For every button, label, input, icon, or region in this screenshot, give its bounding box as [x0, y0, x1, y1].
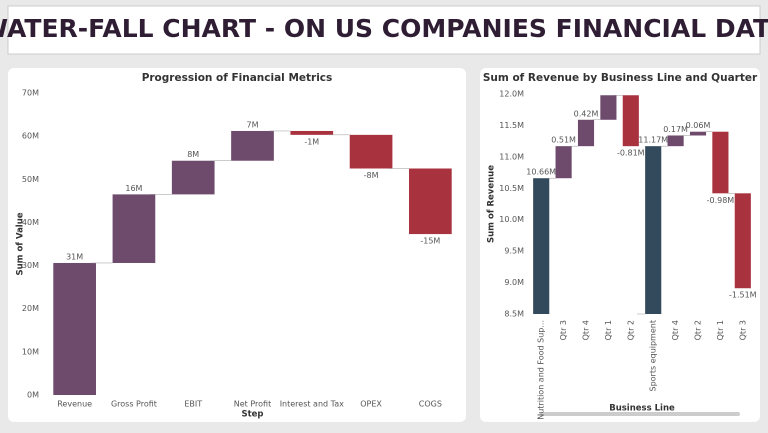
- y-axis-title: Sum of Revenue: [487, 165, 497, 243]
- y-tick-label: 10.0M: [499, 215, 524, 224]
- x-tick-label: Qtr 2: [626, 320, 635, 340]
- data-label: 11.17M: [638, 136, 668, 145]
- bar: [290, 130, 334, 135]
- y-tick-label: 9.5M: [504, 247, 524, 256]
- x-tick-label: Qtr 4: [671, 320, 680, 340]
- x-tick-label: Qtr 1: [604, 320, 613, 340]
- x-tick-label: Qtr 3: [559, 320, 568, 340]
- bar: [349, 134, 393, 169]
- data-label: 0.51M: [551, 136, 576, 145]
- bar: [689, 131, 707, 136]
- x-tick-label: OPEX: [360, 400, 382, 409]
- data-label: -15M: [420, 237, 440, 246]
- data-label: 0.17M: [663, 125, 688, 134]
- bar: [712, 131, 729, 194]
- y-tick-label: 11.0M: [499, 152, 524, 161]
- data-label: -1.51M: [729, 291, 757, 300]
- bar: [555, 146, 572, 179]
- x-tick-label: Gross Profit: [111, 400, 157, 409]
- scrollbar: [540, 412, 740, 416]
- bar: [734, 193, 751, 289]
- x-axis-title: Business Line: [609, 404, 675, 414]
- data-label: -1M: [304, 137, 319, 146]
- bar: [409, 168, 452, 235]
- y-tick-label: 10.5M: [499, 184, 524, 193]
- header-title: WATER-FALL CHART - ON US COMPANIES FINAN…: [0, 14, 768, 43]
- x-tick-label: Sports equipment: [649, 320, 658, 391]
- y-tick-label: 70M: [22, 89, 39, 98]
- data-label: 31M: [66, 252, 83, 261]
- y-tick-label: 50M: [22, 175, 39, 184]
- chart-title: Sum of Revenue by Business Line and Quar…: [483, 72, 758, 84]
- y-tick-label: 40M: [22, 218, 39, 227]
- bar: [645, 146, 662, 314]
- y-axis-title: Sum of Value: [16, 212, 26, 275]
- y-tick-label: 0M: [27, 391, 39, 400]
- x-tick-label: Qtr 4: [582, 320, 591, 340]
- bar: [667, 135, 684, 147]
- data-label: 0.42M: [574, 109, 599, 118]
- x-tick-label: Nutrition and Food Sup...: [537, 320, 546, 420]
- x-tick-label: EBIT: [184, 400, 202, 409]
- data-label: 0.06M: [686, 121, 711, 130]
- y-tick-label: 10M: [22, 347, 39, 356]
- data-label: 16M: [125, 184, 142, 193]
- bar: [231, 130, 274, 161]
- data-label: -0.81M: [617, 149, 645, 158]
- chart-title: Progression of Financial Metrics: [142, 72, 333, 84]
- bar: [171, 160, 215, 195]
- bar: [112, 194, 156, 263]
- panel: [480, 68, 760, 422]
- x-tick-label: COGS: [419, 400, 442, 409]
- x-tick-label: Revenue: [57, 400, 92, 409]
- x-tick-label: Interest and Tax: [280, 400, 344, 409]
- y-tick-label: 60M: [22, 132, 39, 141]
- header-box: [7, 5, 761, 55]
- x-tick-label: Qtr 1: [716, 320, 725, 340]
- bar: [600, 95, 617, 120]
- y-tick-label: 12.0M: [499, 90, 524, 99]
- x-axis-title: Step: [241, 410, 263, 420]
- x-tick-label: Qtr 2: [694, 320, 703, 340]
- bar: [533, 178, 550, 314]
- data-label: -0.98M: [707, 196, 735, 205]
- bar: [577, 119, 595, 147]
- y-tick-label: 30M: [22, 261, 39, 270]
- y-tick-label: 8.5M: [504, 310, 524, 319]
- y-tick-label: 9.0M: [504, 278, 524, 287]
- x-tick-label: Qtr 3: [738, 320, 747, 340]
- data-label: -8M: [364, 171, 379, 180]
- data-label: 7M: [247, 120, 259, 129]
- bar: [622, 95, 639, 147]
- data-label: 10.66M: [526, 168, 556, 177]
- bar: [53, 262, 96, 395]
- y-tick-label: 11.5M: [499, 121, 524, 130]
- data-label: 8M: [187, 150, 199, 159]
- y-tick-label: 20M: [22, 304, 39, 313]
- x-tick-label: Net Profit: [234, 400, 271, 409]
